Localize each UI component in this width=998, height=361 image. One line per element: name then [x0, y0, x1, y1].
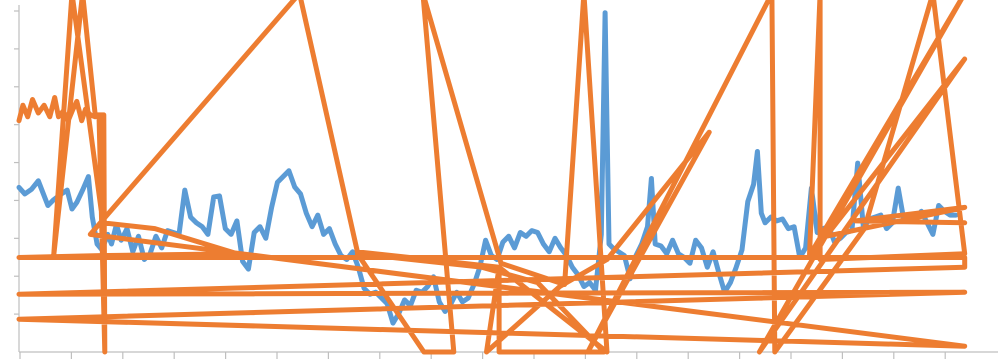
series-line-2 [16, 0, 968, 355]
series-group [16, 0, 968, 355]
